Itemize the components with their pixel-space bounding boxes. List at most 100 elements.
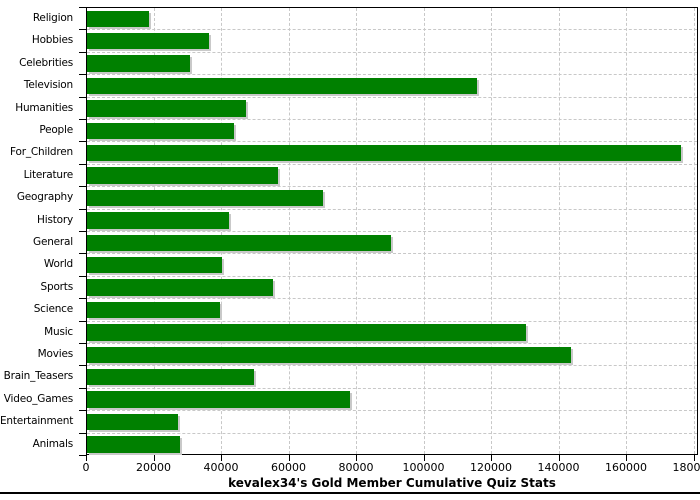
y-axis-tick: [79, 29, 86, 31]
y-axis-tick: [79, 365, 86, 367]
bar-television: [87, 77, 477, 95]
x-axis-tick-label: 60000: [271, 461, 306, 474]
grid-line-horizontal: [87, 96, 697, 98]
category-label: Brain_Teasers: [3, 370, 74, 383]
x-axis-tick: [356, 455, 357, 461]
x-axis-tick: [153, 455, 155, 461]
y-axis-tick: [79, 96, 86, 98]
x-axis-tick: [423, 455, 425, 461]
grid-line-horizontal: [87, 432, 697, 434]
bottom-divider: [0, 492, 700, 494]
grid-line-horizontal: [87, 365, 697, 367]
x-axis-tick: [558, 455, 560, 461]
grid-line-horizontal: [87, 208, 697, 210]
category-label: For_Children: [10, 146, 73, 159]
grid-line-horizontal: [87, 29, 697, 31]
y-axis-tick: [79, 186, 86, 188]
x-axis-tick-label: 160000: [605, 461, 647, 474]
category-label: Celebrities: [19, 56, 73, 69]
grid-line-horizontal: [87, 320, 697, 322]
grid-line-horizontal: [87, 253, 697, 255]
category-label: General: [33, 236, 73, 248]
bar-movies: [87, 346, 572, 363]
bar-brain_teasers: [87, 368, 255, 386]
x-axis-tick-label: 0: [82, 461, 90, 474]
grid-line-horizontal: [87, 231, 697, 232]
x-axis-tick-label: 100000: [402, 461, 445, 474]
x-axis-tick-label: 80000: [338, 461, 374, 474]
y-axis-tick: [79, 253, 86, 255]
y-axis-tick: [79, 320, 86, 322]
bar-video_games: [87, 391, 351, 408]
x-axis-tick: [288, 455, 290, 461]
bar-religion: [87, 10, 150, 27]
y-axis-tick: [79, 141, 86, 143]
y-axis-tick: [79, 119, 86, 120]
bar-science: [87, 301, 221, 319]
y-axis-tick: [79, 455, 86, 456]
category-label: Hobbies: [31, 34, 73, 47]
grid-line-horizontal: [87, 298, 697, 300]
grid-line-horizontal: [87, 387, 697, 389]
bar-history: [87, 212, 229, 229]
bar-music: [87, 324, 526, 341]
x-axis-tick-label: 180000: [672, 461, 700, 474]
y-axis-tick: [79, 7, 86, 8]
bar-literature: [87, 167, 278, 184]
grid-line-horizontal: [87, 141, 697, 143]
bar-world: [87, 256, 222, 274]
category-label: Sports: [40, 280, 74, 293]
category-label: People: [39, 124, 73, 136]
x-axis-tick: [626, 455, 627, 461]
bar-celebrities: [87, 55, 190, 72]
grid-line-horizontal: [87, 119, 697, 120]
y-axis-tick: [79, 51, 86, 53]
grid-line-horizontal: [87, 74, 697, 76]
chart-title: kevalex34's Gold Member Cumulative Quiz …: [228, 476, 556, 490]
y-axis-tick: [79, 74, 86, 76]
x-axis-tick-label: 20000: [136, 461, 171, 474]
x-axis-tick-label: 140000: [537, 461, 580, 474]
category-label: Entertainment: [0, 415, 74, 428]
category-label: Geography: [16, 191, 73, 204]
y-axis-tick: [79, 208, 86, 210]
grid-line-horizontal: [87, 410, 697, 412]
y-axis-tick: [79, 163, 86, 165]
bar-animals: [87, 436, 180, 453]
category-label: Music: [44, 325, 73, 338]
category-label: Religion: [32, 12, 73, 24]
y-axis-tick: [79, 275, 86, 277]
bar-general: [87, 234, 391, 251]
y-axis-tick: [79, 410, 86, 412]
bar-humanities: [87, 100, 246, 117]
category-label: Science: [33, 303, 74, 316]
grid-line-horizontal: [87, 51, 697, 53]
category-label: History: [37, 213, 73, 226]
bar-people: [87, 122, 234, 139]
y-axis-tick: [79, 432, 86, 434]
x-axis-tick: [86, 455, 87, 461]
bar-entertainment: [87, 413, 179, 431]
plot-area: [86, 7, 698, 455]
y-axis-tick: [79, 231, 86, 232]
bar-geography: [87, 189, 324, 207]
grid-line-horizontal: [87, 275, 697, 277]
y-axis-tick: [79, 387, 86, 389]
bar-sports: [87, 279, 273, 296]
category-label: World: [43, 258, 73, 271]
x-axis-tick-label: 120000: [470, 461, 512, 474]
x-axis-tick: [221, 455, 222, 461]
grid-line-horizontal: [87, 186, 697, 188]
y-axis-tick: [79, 343, 86, 344]
x-axis-tick: [693, 455, 695, 461]
bar-hobbies: [87, 32, 209, 50]
category-label: Movies: [37, 348, 74, 360]
bar-for_children: [87, 144, 681, 162]
category-label: Video_Games: [3, 392, 73, 405]
x-axis-tick-label: 40000: [203, 461, 239, 474]
category-label: Animals: [32, 437, 74, 450]
y-axis-tick: [79, 298, 86, 300]
grid-line-horizontal: [87, 343, 697, 344]
category-label: Television: [23, 79, 73, 92]
